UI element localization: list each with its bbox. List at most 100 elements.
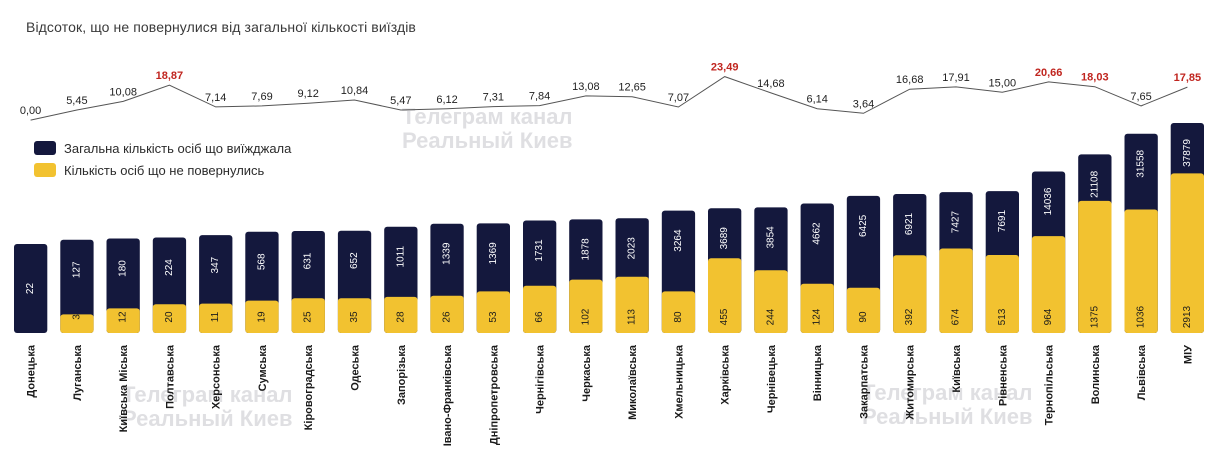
category-label: Луганська — [72, 344, 84, 401]
category-label: Київська Міська — [118, 344, 130, 432]
bar-not-returned — [985, 255, 1019, 333]
bar-not-returned — [661, 291, 696, 333]
bar-not-returned — [1170, 173, 1204, 333]
percent-label: 18,87 — [156, 70, 184, 82]
legend-label-total: Загальна кількість осіб що виїжджала — [64, 140, 292, 156]
bar-total — [14, 244, 48, 333]
value-label-total: 3854 — [765, 226, 776, 249]
legend-item-not-returned: Кількість осіб що не повернулись — [34, 159, 291, 181]
bar-not-returned — [1078, 200, 1112, 333]
bar-not-returned — [430, 295, 464, 333]
category-label: Хмельницька — [673, 344, 685, 419]
bar-not-returned — [708, 258, 742, 333]
percent-label: 5,45 — [66, 95, 87, 107]
category-label: Рівненська — [997, 344, 1009, 406]
bar-not-returned — [615, 276, 649, 333]
bar-not-returned — [199, 303, 233, 333]
bar-not-returned — [291, 298, 325, 333]
value-label-not-returned: 20 — [164, 311, 175, 323]
value-label-not-returned: 2913 — [1182, 305, 1193, 328]
category-label: Донецька — [26, 344, 38, 397]
category-label: Харківська — [720, 344, 732, 405]
value-label-not-returned: 19 — [257, 311, 268, 323]
value-label-total: 31558 — [1136, 149, 1147, 177]
percent-label: 12,65 — [618, 82, 646, 94]
value-label-not-returned: 113 — [627, 309, 638, 325]
value-label-not-returned: 66 — [534, 311, 545, 323]
value-label-not-returned: 80 — [673, 311, 684, 323]
value-label-not-returned: 513 — [997, 308, 1008, 325]
legend-swatch-not-returned — [34, 163, 56, 177]
percent-label: 7,65 — [1130, 91, 1151, 103]
value-label-total: 6921 — [904, 212, 915, 235]
percent-label: 14,68 — [757, 78, 785, 90]
percent-label: 0,00 — [20, 105, 41, 117]
bar-not-returned — [800, 283, 834, 333]
category-label: МІУ — [1182, 345, 1194, 364]
category-label: Запорізька — [396, 344, 408, 405]
legend: Загальна кількість осіб що виїжджала Кіл… — [34, 137, 291, 181]
bar-not-returned — [106, 308, 140, 333]
legend-swatch-total — [34, 141, 56, 155]
bar-not-returned — [1124, 209, 1158, 333]
percent-label: 10,08 — [109, 86, 137, 98]
value-label-total: 2023 — [627, 237, 638, 260]
category-label: Вінницька — [812, 344, 824, 401]
value-label-not-returned: 26 — [442, 311, 453, 323]
percent-label: 15,00 — [989, 77, 1017, 89]
category-label: Кіровоградська — [303, 344, 315, 430]
value-label-total: 3689 — [719, 227, 730, 250]
percent-label: 17,91 — [942, 72, 970, 84]
value-label-total: 1339 — [442, 242, 453, 265]
bar-not-returned — [754, 270, 788, 333]
value-label-not-returned: 392 — [904, 308, 915, 325]
value-label-not-returned: 244 — [765, 308, 776, 325]
percent-label: 6,12 — [436, 94, 457, 106]
percent-label: 16,68 — [896, 74, 924, 86]
category-label: Сумська — [257, 344, 269, 391]
value-label-not-returned: 1375 — [1089, 305, 1100, 328]
category-label: Чернівецька — [766, 344, 778, 413]
category-label: Львівська — [1136, 344, 1148, 400]
bar-not-returned — [60, 314, 94, 333]
value-label-total: 3264 — [673, 229, 684, 252]
value-label-total: 6425 — [858, 214, 869, 237]
category-label: Київська — [951, 344, 963, 392]
value-label-total: 4662 — [812, 222, 823, 245]
legend-label-not-returned: Кількість осіб що не повернулись — [64, 162, 265, 178]
percent-label: 17,85 — [1174, 72, 1202, 84]
category-label: Дніпропетровська — [488, 344, 500, 445]
value-label-total: 14036 — [1043, 187, 1054, 215]
value-label-total: 1369 — [488, 242, 499, 265]
legend-item-total: Загальна кількість осіб що виїжджала — [34, 137, 291, 159]
percent-line — [30, 76, 1188, 121]
bar-not-returned — [384, 296, 418, 333]
category-label: Чернігівська — [535, 344, 547, 414]
value-label-not-returned: 102 — [580, 308, 591, 325]
value-label-not-returned: 25 — [303, 311, 314, 323]
value-label-total: 180 — [118, 260, 129, 277]
percent-label: 7,31 — [483, 92, 504, 104]
bar-not-returned — [893, 255, 927, 333]
value-label-total: 7427 — [951, 211, 962, 234]
percent-label: 7,07 — [668, 92, 689, 104]
value-label-total: 1878 — [580, 238, 591, 261]
value-label-not-returned: 1036 — [1136, 305, 1147, 328]
value-label-total: 224 — [164, 259, 175, 276]
bar-not-returned — [245, 300, 279, 333]
value-label-not-returned: 90 — [858, 311, 869, 323]
category-label: Закарпатська — [859, 344, 871, 419]
value-label-total: 37879 — [1182, 139, 1193, 167]
value-label-not-returned: 124 — [812, 308, 823, 325]
value-label-not-returned: 674 — [951, 308, 962, 325]
value-label-not-returned: 28 — [395, 311, 406, 323]
percent-label: 9,12 — [297, 88, 318, 100]
percent-label: 20,66 — [1035, 67, 1063, 79]
percent-label: 13,08 — [572, 81, 600, 93]
percent-label: 23,49 — [711, 62, 739, 74]
value-label-total: 568 — [257, 253, 268, 270]
bar-not-returned — [939, 248, 973, 333]
percent-label: 7,84 — [529, 91, 550, 103]
percent-label: 10,84 — [341, 85, 369, 97]
